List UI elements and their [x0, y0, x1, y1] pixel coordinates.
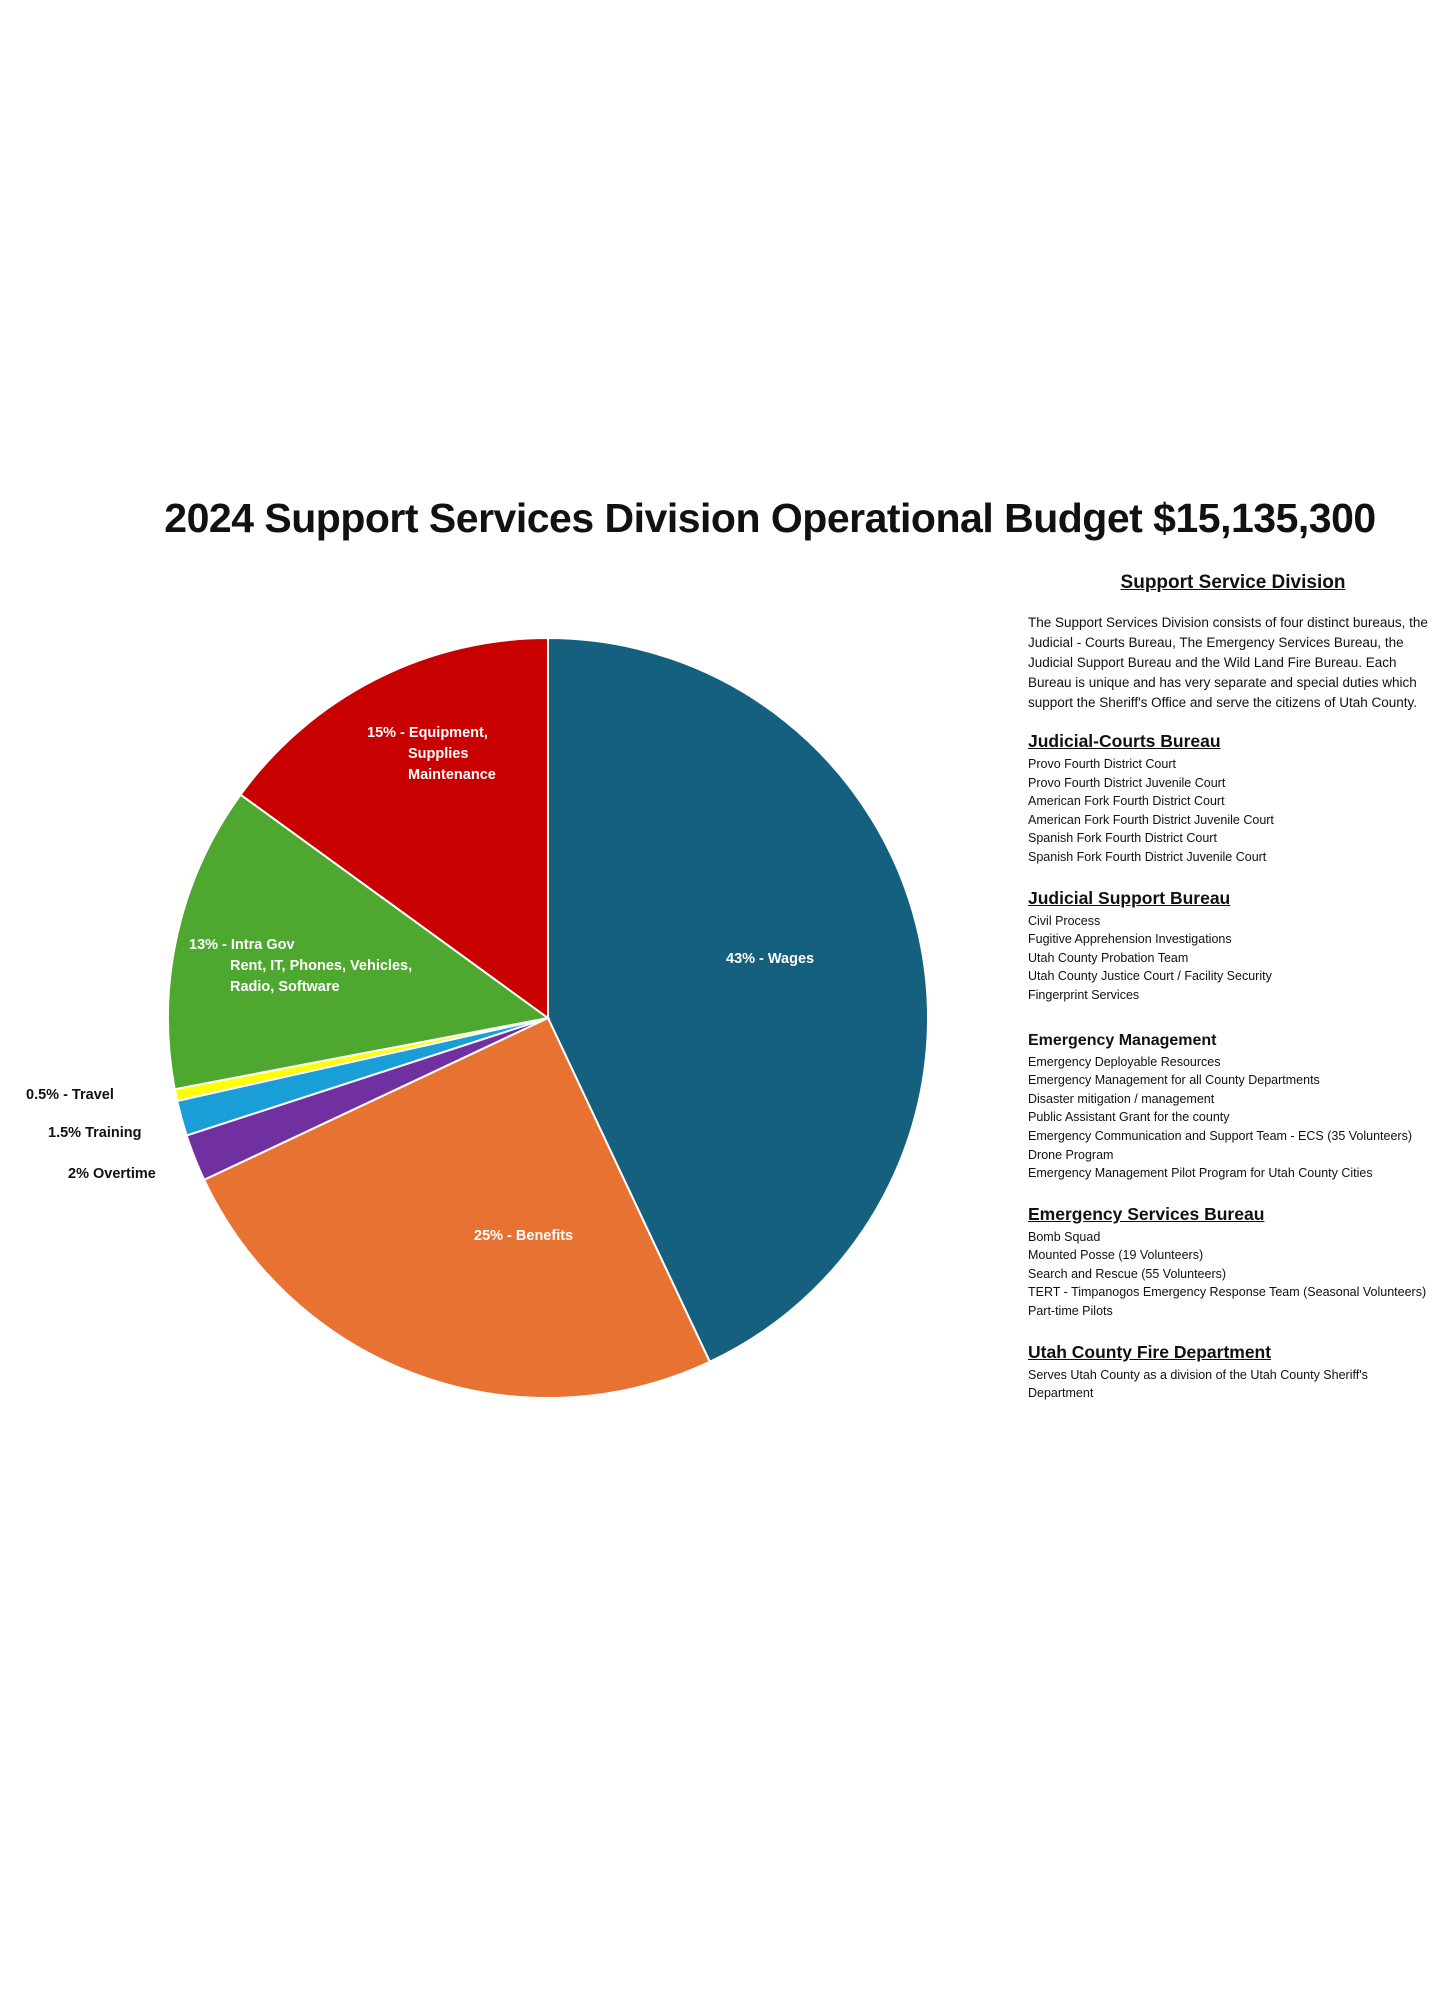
bureau-item: Fugitive Apprehension Investigations — [1028, 932, 1232, 947]
slice-label-line: 13% - Intra Gov — [189, 937, 295, 953]
slice-label-training: 1.5% Training — [48, 1125, 141, 1141]
bureau-item: Serves Utah County as a division of the … — [1028, 1367, 1368, 1401]
slice-label-line: Supplies — [408, 746, 468, 762]
slice-label-travel: 0.5% - Travel — [26, 1087, 114, 1103]
slice-label-line: Rent, IT, Phones, Vehicles, — [230, 958, 412, 974]
pie-slice-benefits — [202, 1016, 712, 1399]
page-title: 2024 Support Services Division Operation… — [164, 495, 1376, 541]
bureau-emergency-services: Emergency Services Bureau Bomb Squad Mou… — [1028, 1204, 1428, 1321]
bureau-item: American Fork Fourth District Court — [1028, 794, 1225, 809]
bureau-item: Fingerprint Services — [1028, 987, 1140, 1002]
bureau-item: Emergency Communication and Support Team… — [1028, 1128, 1412, 1143]
pie-slice-equipment — [239, 636, 549, 1020]
pie-slice-intra-gov — [167, 793, 551, 1091]
bureau-title: Utah County Fire Department — [1028, 1341, 1272, 1362]
bureau-item: Bomb Squad — [1028, 1229, 1101, 1244]
bureau-title: Emergency Services Bureau — [1028, 1203, 1265, 1224]
bureau-item: Utah County Justice Court / Facility Sec… — [1028, 969, 1272, 984]
bureau-item: American Fork Fourth District Juvenile C… — [1028, 812, 1274, 827]
slice-label-line: Radio, Software — [230, 979, 340, 995]
slice-label-overtime: 2% Overtime — [68, 1166, 156, 1182]
bureau-emergency-management: Emergency Management Emergency Deployabl… — [1028, 1032, 1428, 1183]
slice-label-line: 0.5% - Travel — [26, 1087, 114, 1103]
bureau-item: Public Assistant Grant for the county — [1028, 1110, 1230, 1125]
division-intro-text: The Support Services Division consists o… — [1028, 615, 1428, 710]
bureau-item: TERT - Timpanogos Emergency Response Tea… — [1028, 1285, 1427, 1300]
bureau-item: Drone Program — [1028, 1147, 1114, 1162]
bureau-item: Disaster mitigation / management — [1028, 1091, 1215, 1106]
bureau-item: Civil Process — [1028, 913, 1101, 928]
bureau-item: Mounted Posse (19 Volunteers) — [1028, 1248, 1204, 1263]
bureau-judicial-courts: Judicial-Courts Bureau Provo Fourth Dist… — [1028, 731, 1428, 867]
slice-label-line: Maintenance — [408, 767, 496, 783]
bureau-item: Part-time Pilots — [1028, 1304, 1113, 1319]
slice-label-line: 1.5% Training — [48, 1125, 141, 1141]
slice-label-line: 25% - Benefits — [474, 1228, 573, 1244]
pie-slice-wages — [547, 636, 929, 1364]
slice-label-line: 43% - Wages — [726, 951, 814, 967]
slice-label-equipment: 15% - Equipment, Supplies Maintenance — [367, 725, 496, 783]
slice-label-benefits: 25% - Benefits — [474, 1228, 573, 1244]
bureau-title: Judicial-Courts Bureau — [1028, 731, 1221, 751]
panel-heading: Support Service Division — [1120, 572, 1346, 593]
bureau-judicial-support: Judicial Support Bureau Civil Process Fu… — [1028, 888, 1428, 1005]
bureau-fire-department: Utah County Fire Department Serves Utah … — [1028, 1342, 1428, 1403]
slice-label-line: 15% - Equipment, — [367, 725, 488, 741]
bureau-item: Search and Rescue (55 Volunteers) — [1028, 1266, 1227, 1281]
bureau-title: Emergency Management — [1028, 1031, 1217, 1049]
slice-label-line: 2% Overtime — [68, 1166, 156, 1182]
bureau-item: Provo Fourth District Juvenile Court — [1028, 775, 1226, 790]
bureau-item: Provo Fourth District Court — [1028, 757, 1176, 771]
bureau-item: Spanish Fork Fourth District Court — [1028, 831, 1217, 846]
division-info-panel: Support Service Division The Support Ser… — [1028, 572, 1428, 1424]
bureau-item: Emergency Deployable Resources — [1028, 1054, 1221, 1069]
pie-slices — [167, 636, 929, 1399]
pie-labels: 43% - Wages 25% - Benefits 2% Overtime 1.5%… — [26, 725, 814, 1244]
bureau-title: Judicial Support Bureau — [1028, 887, 1231, 908]
slice-label-intra-gov: 13% - Intra Gov Rent, IT, Phones, Vehicle… — [189, 937, 412, 995]
slice-label-wages: 43% - Wages — [726, 951, 814, 967]
bureau-item: Spanish Fork Fourth District Juvenile Co… — [1028, 849, 1267, 864]
bureau-item: Utah County Probation Team — [1028, 950, 1189, 965]
bureau-item: Emergency Management for all County Depa… — [1028, 1073, 1320, 1088]
bureau-item: Emergency Management Pilot Program for U… — [1028, 1166, 1373, 1181]
